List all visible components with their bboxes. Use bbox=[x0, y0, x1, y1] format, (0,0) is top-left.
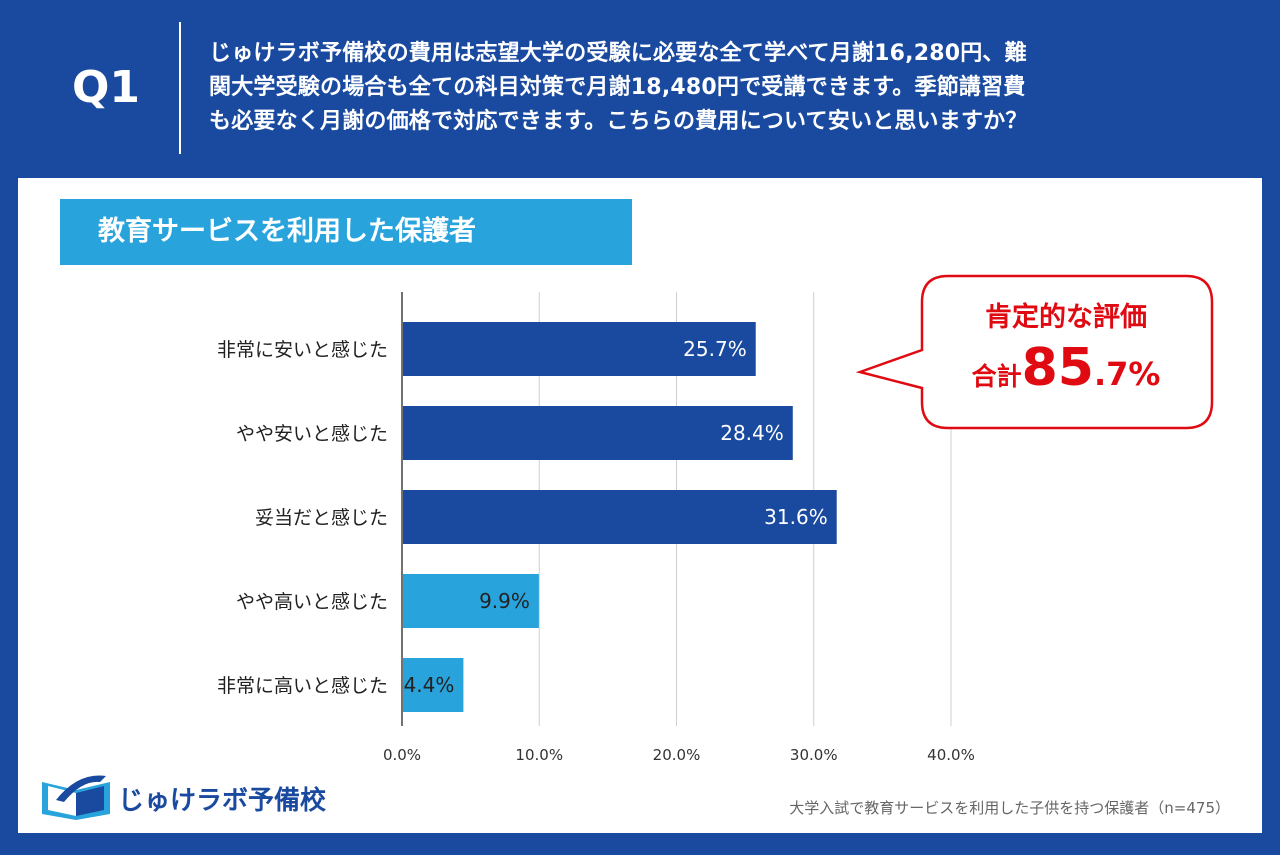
respondent-group-label: 教育サービスを利用した保護者 bbox=[60, 199, 632, 265]
x-tick-label: 20.0% bbox=[653, 746, 701, 764]
bar bbox=[403, 490, 837, 544]
x-tick-label: 0.0% bbox=[383, 746, 421, 764]
data-label: 25.7% bbox=[683, 337, 747, 361]
question-text: じゅけラボ予備校の費用は志望大学の受験に必要な全て学べて月謝16,280円、難 … bbox=[209, 37, 1239, 139]
bar bbox=[403, 322, 756, 376]
logo-book-icon bbox=[42, 775, 110, 820]
question-header: Q1 じゅけラボ予備校の費用は志望大学の受験に必要な全て学べて月謝16,280円… bbox=[0, 0, 1280, 178]
source-note: 大学入試で教育サービスを利用した子供を持つ保護者（n=475） bbox=[789, 799, 1230, 817]
data-label: 31.6% bbox=[764, 505, 828, 529]
data-label: 9.9% bbox=[479, 589, 530, 613]
callout-total-prefix: 合計 bbox=[971, 362, 1022, 391]
logo-text: じゅけラボ予備校 bbox=[118, 786, 327, 816]
callout-total-dec: .7% bbox=[1093, 355, 1161, 393]
bars-layer bbox=[403, 322, 837, 712]
x-tick-label: 40.0% bbox=[927, 746, 975, 764]
x-tick-label: 10.0% bbox=[515, 746, 563, 764]
callout-bubble bbox=[855, 274, 1214, 430]
header-divider bbox=[179, 22, 181, 154]
data-label: 4.4% bbox=[404, 673, 455, 697]
callout-total-int: 85 bbox=[1021, 338, 1094, 398]
data-label: 28.4% bbox=[720, 421, 784, 445]
callout-total: 合計85.7% bbox=[920, 338, 1212, 398]
category-label: 妥当だと感じた bbox=[255, 507, 388, 529]
bar bbox=[403, 574, 539, 628]
bar bbox=[403, 658, 464, 712]
category-label: 非常に高いと感じた bbox=[217, 675, 388, 697]
category-label: やや高いと感じた bbox=[236, 591, 388, 613]
category-label: やや安いと感じた bbox=[236, 423, 388, 445]
category-label: 非常に安いと感じた bbox=[217, 339, 388, 361]
question-line: も必要なく月謝の価格で対応できます。こちらの費用について安いと思いますか？ bbox=[209, 109, 1028, 134]
bar bbox=[403, 406, 793, 460]
question-line: 関大学受験の場合も全ての科目対策で月謝18,480円で受講できます。季節講習費 bbox=[209, 75, 1026, 100]
question-line: じゅけラボ予備校の費用は志望大学の受験に必要な全て学べて月謝16,280円、難 bbox=[209, 41, 1027, 66]
labels-layer: 0.0% 10.0% 20.0% 30.0% 40.0% 非常に安いと感じた 25.7% やや… bbox=[217, 337, 975, 764]
callout-title: 肯定的な評価 bbox=[985, 302, 1147, 333]
x-tick-label: 30.0% bbox=[790, 746, 838, 764]
question-number: Q1 bbox=[72, 62, 141, 113]
